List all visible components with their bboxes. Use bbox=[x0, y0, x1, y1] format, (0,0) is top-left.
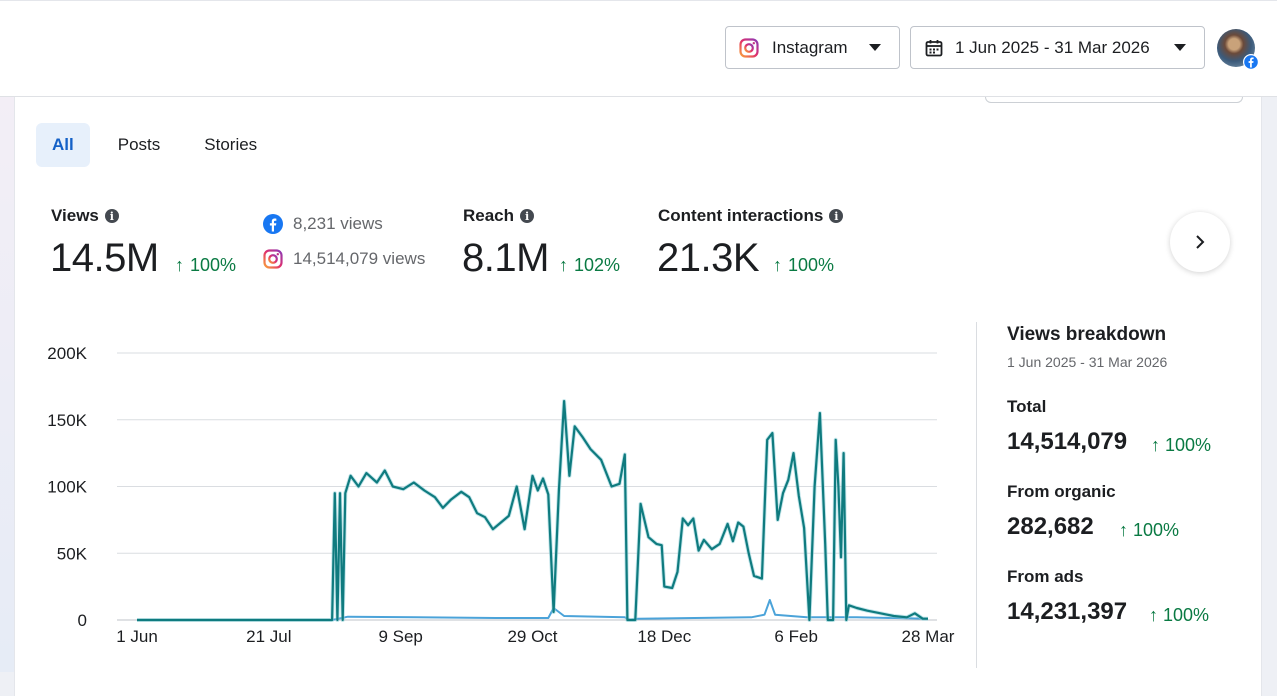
views-change: ↑ 100% bbox=[175, 255, 236, 276]
info-icon[interactable]: i bbox=[104, 209, 119, 223]
x-tick-label: 21 Jul bbox=[246, 627, 291, 646]
y-tick-label: 100K bbox=[47, 478, 87, 497]
y-tick-label: 0 bbox=[78, 611, 87, 630]
interactions-change-value: 100% bbox=[788, 255, 835, 275]
organic-change-value: 100% bbox=[1133, 520, 1180, 540]
x-tick-label: 6 Feb bbox=[774, 627, 817, 646]
top-hairline bbox=[0, 0, 1277, 1]
caret-down-icon bbox=[1174, 44, 1186, 51]
tab-all[interactable]: All bbox=[36, 123, 90, 167]
x-tick-label: 29 Oct bbox=[507, 627, 557, 646]
series-line-halo bbox=[137, 399, 928, 622]
source-facebook: 8,231 views bbox=[263, 214, 383, 234]
tab-posts[interactable]: Posts bbox=[117, 135, 161, 154]
x-tick-label: 18 Dec bbox=[637, 627, 691, 646]
x-tick-label: 1 Jun bbox=[116, 627, 158, 646]
insights-card: All Posts Stories Views i 14.5M ↑ 100% 8… bbox=[14, 86, 1262, 696]
arrow-up-icon: ↑ bbox=[559, 255, 568, 275]
content-tabs: All Posts Stories bbox=[36, 123, 285, 167]
x-tick-label: 28 Mar bbox=[902, 627, 955, 646]
panel-divider bbox=[976, 322, 977, 668]
views-change-value: 100% bbox=[190, 255, 237, 275]
arrow-up-icon: ↑ bbox=[175, 255, 184, 275]
arrow-up-icon: ↑ bbox=[773, 255, 782, 275]
ads-change: ↑ 100% bbox=[1149, 605, 1209, 626]
reach-change-value: 102% bbox=[574, 255, 621, 275]
date-range-picker[interactable]: 1 Jun 2025 - 31 Mar 2026 bbox=[910, 26, 1205, 69]
interactions-change: ↑ 100% bbox=[773, 255, 834, 276]
avatar[interactable] bbox=[1217, 29, 1259, 70]
breakdown-title: Views breakdown bbox=[1007, 324, 1167, 345]
source-instagram: 14,514,079 views bbox=[263, 249, 425, 269]
facebook-badge-icon bbox=[1243, 54, 1259, 70]
total-change-value: 100% bbox=[1165, 435, 1212, 455]
page-background bbox=[0, 96, 14, 672]
instagram-icon bbox=[738, 37, 760, 59]
views-value: 14.5M bbox=[50, 236, 159, 280]
instagram-views: 14,514,079 views bbox=[293, 249, 426, 268]
next-metrics-button[interactable] bbox=[1170, 212, 1230, 272]
y-tick-label: 150K bbox=[47, 411, 87, 430]
interactions-label-row: Content interactions i bbox=[658, 206, 844, 226]
reach-label: Reach bbox=[463, 206, 515, 225]
organic-label: From organic bbox=[1007, 482, 1116, 501]
views-label: Views bbox=[51, 206, 99, 225]
reach-label-row: Reach i bbox=[463, 206, 535, 226]
top-bar: Instagram 1 Jun 2025 - 31 Mar 2026 bbox=[0, 0, 1277, 97]
chevron-right-icon bbox=[1196, 235, 1205, 249]
organic-change: ↑ 100% bbox=[1119, 520, 1179, 541]
arrow-up-icon: ↑ bbox=[1119, 520, 1134, 540]
ads-change-value: 100% bbox=[1163, 605, 1210, 625]
y-tick-label: 50K bbox=[57, 544, 88, 563]
ads-label: From ads bbox=[1007, 567, 1084, 586]
reach-value: 8.1M bbox=[462, 236, 549, 280]
organic-value: 282,682 bbox=[1007, 513, 1094, 540]
total-change: ↑ 100% bbox=[1151, 435, 1211, 456]
tab-stories[interactable]: Stories bbox=[204, 135, 258, 154]
breakdown-subtitle: 1 Jun 2025 - 31 Mar 2026 bbox=[1007, 354, 1168, 370]
interactions-label: Content interactions bbox=[658, 206, 824, 225]
instagram-icon bbox=[263, 249, 283, 269]
total-label: Total bbox=[1007, 397, 1047, 416]
ads-value: 14,231,397 bbox=[1007, 598, 1128, 625]
info-icon[interactable]: i bbox=[520, 209, 535, 223]
x-tick-label: 9 Sep bbox=[378, 627, 422, 646]
caret-down-icon bbox=[869, 44, 881, 51]
facebook-views: 8,231 views bbox=[293, 214, 383, 233]
reach-change: ↑ 102% bbox=[559, 255, 620, 276]
platform-label: Instagram bbox=[772, 37, 848, 57]
date-range-label: 1 Jun 2025 - 31 Mar 2026 bbox=[955, 37, 1150, 57]
total-value: 14,514,079 bbox=[1007, 428, 1128, 455]
arrow-up-icon: ↑ bbox=[1149, 605, 1164, 625]
platform-dropdown[interactable]: Instagram bbox=[725, 26, 900, 69]
views-label-row: Views i bbox=[51, 206, 119, 226]
facebook-icon bbox=[263, 214, 283, 234]
arrow-up-icon: ↑ bbox=[1151, 435, 1166, 455]
calendar-icon bbox=[923, 37, 945, 59]
info-icon[interactable]: i bbox=[829, 209, 844, 223]
interactions-value: 21.3K bbox=[657, 236, 760, 280]
y-tick-label: 200K bbox=[47, 344, 87, 363]
series-line-main bbox=[137, 400, 928, 622]
views-line-chart: 0 50K 100K 150K 200K 1 Jun 21 Jul 9 Sep 29 Oct 18… bbox=[47, 344, 955, 646]
